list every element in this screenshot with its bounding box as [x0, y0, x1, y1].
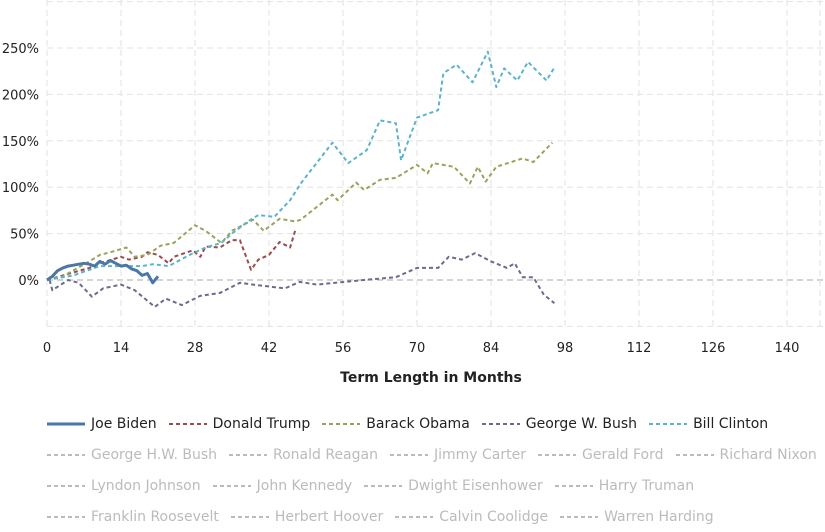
- legend-label: Warren Harding: [604, 508, 714, 525]
- legend-label: Bill Clinton: [693, 415, 769, 432]
- legend-item[interactable]: Ronald Reagan: [229, 447, 378, 463]
- series-line-bill-clinton: [46, 50, 556, 281]
- line-chart: 0% 50% 100% 150% 200% 250% 0 14 28 42 56 70 84 98 112…: [2, 0, 825, 386]
- legend-row: George H.W. Bush Ronald Reagan Jimmy Carte…: [47, 439, 825, 470]
- legend-label: Joe Biden: [91, 415, 157, 432]
- legend-item[interactable]: Jimmy Carter: [389, 446, 526, 463]
- legend-item[interactable]: George W. Bush: [481, 415, 638, 432]
- dashed-line-icon: [537, 453, 576, 456]
- legend-item[interactable]: Lyndon Johnson: [47, 478, 201, 494]
- y-tick-label: 150%: [2, 135, 39, 150]
- legend-item[interactable]: Barack Obama: [322, 415, 470, 432]
- legend-item[interactable]: Donald Trump: [168, 415, 311, 432]
- y-axis: 0% 50% 100% 150% 200% 250%: [2, 42, 39, 289]
- legend-label: Barack Obama: [366, 415, 470, 432]
- legend-item[interactable]: Gerald Ford: [537, 446, 664, 463]
- dashed-line-icon: [47, 453, 85, 456]
- legend-item[interactable]: George H.W. Bush: [47, 447, 217, 463]
- legend-row: Joe Biden Donald Trump Barack Obama George …: [47, 408, 825, 439]
- legend-item[interactable]: John Kennedy: [212, 477, 353, 494]
- dashed-line-icon: [675, 453, 714, 456]
- y-tick-label: 100%: [2, 181, 39, 196]
- y-tick-label: 250%: [2, 42, 39, 57]
- x-tick-label: 42: [261, 341, 278, 356]
- series-line-barack-obama: [46, 142, 554, 281]
- legend-label: Dwight Eisenhower: [408, 477, 543, 494]
- dashed-line-icon: [168, 422, 207, 425]
- x-tick-label: 126: [701, 341, 726, 356]
- dashed-line-icon: [364, 484, 403, 487]
- x-axis-label: Term Length in Months: [340, 370, 522, 386]
- legend-label: Franklin Roosevelt: [91, 508, 219, 525]
- legend-label: Gerald Ford: [581, 446, 664, 463]
- legend-label: Richard Nixon: [719, 446, 817, 463]
- legend-label: Ronald Reagan: [273, 446, 378, 463]
- legend-label: Jimmy Carter: [433, 446, 526, 463]
- legend-item[interactable]: Harry Truman: [554, 477, 695, 494]
- solid-line-icon: [47, 422, 85, 425]
- series-line-donald-trump: [46, 229, 297, 281]
- legend-label: Lyndon Johnson: [91, 477, 201, 494]
- legend-label: Donald Trump: [212, 415, 311, 432]
- dashed-line-icon: [395, 515, 434, 518]
- grid: [46, 0, 825, 330]
- x-tick-label: 0: [43, 341, 51, 356]
- x-tick-label: 84: [483, 341, 500, 356]
- legend-label: Calvin Coolidge: [439, 508, 549, 525]
- dashed-line-icon: [47, 484, 85, 487]
- dashed-line-icon: [560, 515, 599, 518]
- legend-row: Franklin Roosevelt Herbert Hoover Calvin C…: [47, 501, 825, 532]
- legend-item[interactable]: Dwight Eisenhower: [364, 478, 543, 494]
- x-tick-label: 28: [187, 341, 204, 356]
- x-tick-label: 98: [557, 341, 574, 356]
- legend-item[interactable]: Herbert Hoover: [230, 508, 384, 525]
- legend-label: Harry Truman: [598, 477, 695, 494]
- dashed-line-icon: [322, 422, 361, 425]
- legend-label: Herbert Hoover: [274, 508, 384, 525]
- dashed-line-icon: [649, 422, 688, 425]
- y-tick-label: 50%: [10, 228, 39, 243]
- series-line-joe-biden: [46, 259, 160, 285]
- x-tick-label: 140: [775, 341, 800, 356]
- legend: Joe Biden Donald Trump Barack Obama George …: [47, 408, 825, 532]
- x-tick-label: 112: [627, 341, 652, 356]
- dashed-line-icon: [212, 484, 251, 487]
- legend-row: Lyndon Johnson John Kennedy Dwight Eisenho…: [47, 470, 825, 501]
- legend-item[interactable]: Joe Biden: [47, 416, 157, 432]
- dashed-line-icon: [230, 515, 269, 518]
- legend-item[interactable]: Calvin Coolidge: [395, 509, 548, 525]
- dashed-line-icon: [47, 515, 85, 518]
- series-line-george-w-bush: [48, 252, 556, 308]
- dashed-line-icon: [481, 422, 520, 425]
- legend-label: John Kennedy: [256, 477, 353, 494]
- series-lines: [46, 50, 556, 308]
- legend-item[interactable]: Richard Nixon: [675, 446, 817, 463]
- x-axis: 0 14 28 42 56 70 84 98 112 126 140: [43, 341, 800, 356]
- y-tick-label: 0%: [18, 274, 39, 289]
- legend-item[interactable]: Bill Clinton: [649, 416, 768, 432]
- y-tick-label: 200%: [2, 88, 39, 103]
- x-tick-label: 70: [409, 341, 426, 356]
- legend-item[interactable]: Franklin Roosevelt: [47, 509, 219, 525]
- dashed-line-icon: [389, 453, 428, 456]
- x-tick-label: 14: [113, 341, 130, 356]
- x-tick-label: 56: [335, 341, 352, 356]
- dashed-line-icon: [554, 484, 593, 487]
- legend-label: George H.W. Bush: [91, 446, 217, 463]
- dashed-line-icon: [229, 453, 267, 456]
- legend-label: George W. Bush: [525, 415, 638, 432]
- legend-item[interactable]: Warren Harding: [560, 509, 714, 525]
